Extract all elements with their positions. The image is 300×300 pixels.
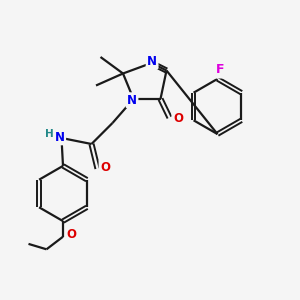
Text: H: H bbox=[44, 129, 53, 139]
Text: N: N bbox=[55, 131, 65, 144]
Text: F: F bbox=[216, 64, 224, 77]
Text: O: O bbox=[66, 228, 76, 241]
Text: O: O bbox=[100, 161, 110, 174]
Text: N: N bbox=[147, 55, 157, 68]
Text: O: O bbox=[173, 112, 183, 125]
Text: N: N bbox=[127, 94, 137, 107]
Text: F: F bbox=[216, 63, 224, 76]
